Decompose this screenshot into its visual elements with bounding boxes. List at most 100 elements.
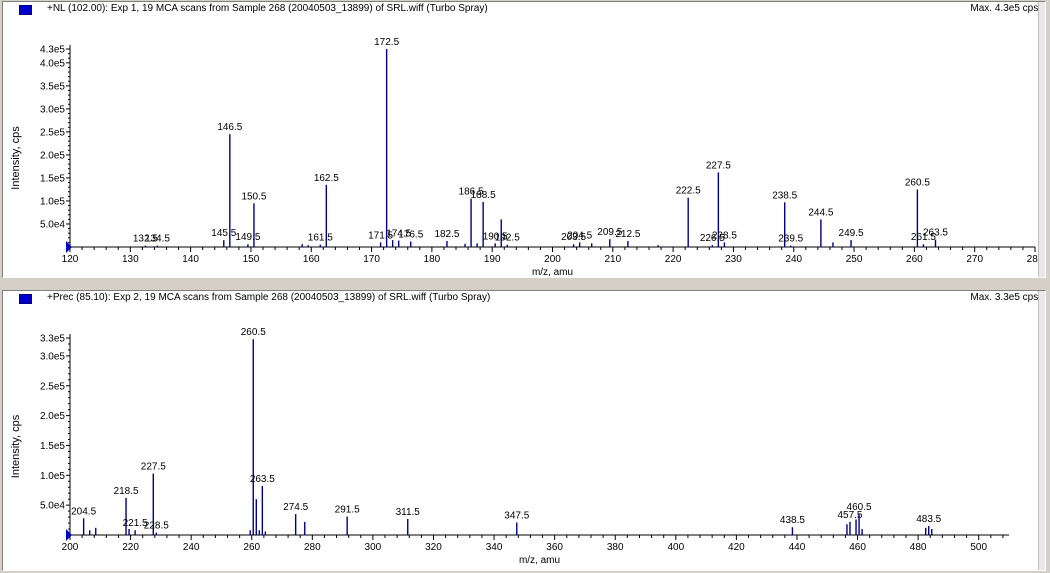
x-tick-label: 440 (789, 542, 806, 553)
peak-label: 239.5 (778, 234, 803, 245)
x-tick-label: 210 (604, 254, 621, 265)
peak-label: 261.5 (911, 232, 936, 243)
y-tick-label: 3.5e5 (40, 81, 65, 92)
x-tick-label: 130 (122, 254, 139, 265)
peak-label: 249.5 (839, 228, 864, 239)
spectrum-chart-nl[interactable]: 120 130 140 150 160 170 180 190 200 210 220 230 240 2… (3, 2, 1041, 277)
peak-label: 171.5 (368, 230, 393, 241)
vertical-scrollbar[interactable] (1038, 2, 1045, 277)
x-tick-label: 300 (365, 542, 382, 553)
peak-label: 221.5 (123, 518, 148, 529)
spectrum-panel-prec: +Prec (85.10): Exp 2, 19 MCA scans from … (2, 290, 1046, 571)
x-tick-label: 150 (243, 254, 260, 265)
y-tick-label: 1.5e5 (40, 441, 65, 452)
spectrum-chart-prec[interactable]: 200 220 240 260 280 300 320 340 360 380 400 420 440 4… (3, 291, 1041, 570)
x-tick-label: 250 (846, 254, 863, 265)
panel-color-icon[interactable] (19, 294, 32, 304)
peak-label: 244.5 (808, 207, 833, 218)
x-tick-label: 480 (910, 542, 927, 553)
peak-label: 260.5 (905, 177, 930, 188)
y-tick-label: 2.5e5 (40, 127, 65, 138)
x-tick-label: 360 (546, 542, 563, 553)
x-tick-label: 120 (62, 254, 79, 265)
peak-label: 190.5 (483, 231, 508, 242)
baseline-marker-icon (66, 241, 72, 253)
peak-label: 263.5 (250, 474, 275, 485)
y-tick-label: 5.0e4 (40, 501, 65, 512)
x-tick-label: 240 (183, 542, 200, 553)
x-tick-label: 160 (303, 254, 320, 265)
x-tick-label: 200 (62, 542, 79, 553)
peak-label: 218.5 (114, 486, 139, 497)
peak-label: 227.5 (141, 462, 166, 473)
peak-label: 457.5 (837, 510, 862, 521)
x-tick-label: 340 (486, 542, 503, 553)
x-tick-label: 280 (304, 542, 321, 553)
x-tick-label: 270 (966, 254, 983, 265)
x-tick-label: 320 (425, 542, 442, 553)
peak-label: 162.5 (314, 173, 339, 184)
max-intensity-label: Max. 3.3e5 cps. (970, 292, 1041, 303)
x-tick-label: 230 (725, 254, 742, 265)
x-tick-label: 140 (182, 254, 199, 265)
peak-label: 260.5 (241, 327, 266, 338)
peak-label: 228.5 (712, 230, 737, 241)
peak-label: 145.5 (211, 228, 236, 239)
peak-label: 228.5 (144, 521, 169, 532)
peak-label: 150.5 (241, 191, 266, 202)
peak-label: 182.5 (434, 229, 459, 240)
peak-label: 291.5 (335, 504, 360, 515)
peak-label: 192.5 (495, 233, 520, 244)
peak-label: 174.5 (386, 229, 411, 240)
peak-label: 146.5 (217, 122, 242, 133)
x-axis-title: m/z, amu (519, 555, 560, 566)
x-tick-label: 260 (906, 254, 923, 265)
y-tick-label: 3.0e5 (40, 104, 65, 115)
peak-label: 204.5 (567, 230, 592, 241)
peak-label: 186.5 (459, 187, 484, 198)
x-tick-label: 190 (484, 254, 501, 265)
x-tick-label: 170 (363, 254, 380, 265)
peak-label: 203.5 (561, 232, 586, 243)
peak-label: 438.5 (780, 515, 805, 526)
y-axis-title: Intensity, cps (10, 414, 22, 478)
x-tick-label: 220 (122, 542, 139, 553)
x-tick-label: 280 (1027, 254, 1041, 265)
peak-label: 132.5 (133, 234, 158, 245)
y-tick-label: 2.5e5 (40, 381, 65, 392)
x-tick-label: 220 (665, 254, 682, 265)
y-tick-label: 1.0e5 (40, 196, 65, 207)
x-tick-label: 500 (970, 542, 987, 553)
peak-label: 176.5 (398, 229, 423, 240)
vertical-scrollbar[interactable] (1038, 291, 1045, 570)
peak-label: 347.5 (504, 510, 529, 521)
x-tick-label: 260 (243, 542, 260, 553)
peak-label: 134.5 (145, 234, 170, 245)
y-tick-label: 2.0e5 (40, 411, 65, 422)
x-axis-title: m/z, amu (532, 267, 573, 277)
peak-label: 209.5 (597, 227, 622, 238)
peak-label: 161.5 (308, 233, 333, 244)
panel-header: +Prec (85.10): Exp 2, 19 MCA scans from … (47, 292, 491, 303)
baseline-marker-icon (66, 529, 72, 541)
y-axis-title: Intensity, cps (10, 126, 22, 190)
peak-label: 149.5 (235, 232, 260, 243)
y-tick-label: 4.0e5 (40, 58, 65, 69)
panel-color-icon[interactable] (19, 5, 32, 15)
y-tick-label: 2.0e5 (40, 150, 65, 161)
y-tick-label: 1.5e5 (40, 173, 65, 184)
x-tick-label: 460 (849, 542, 866, 553)
peak-label: 188.5 (471, 190, 496, 201)
x-tick-label: 180 (424, 254, 441, 265)
y-tick-label: 4.3e5 (40, 45, 65, 56)
x-tick-label: 240 (785, 254, 802, 265)
x-tick-label: 400 (667, 542, 684, 553)
panel-header: +NL (102.00): Exp 1, 19 MCA scans from S… (47, 3, 488, 14)
y-tick-label: 1.0e5 (40, 471, 65, 482)
x-tick-label: 200 (544, 254, 561, 265)
peak-label: 172.5 (374, 37, 399, 48)
y-tick-label: 3.0e5 (40, 351, 65, 362)
spectrum-panel-nl: +NL (102.00): Exp 1, 19 MCA scans from S… (2, 1, 1046, 278)
peak-label: 483.5 (916, 514, 941, 525)
x-tick-label: 420 (728, 542, 745, 553)
